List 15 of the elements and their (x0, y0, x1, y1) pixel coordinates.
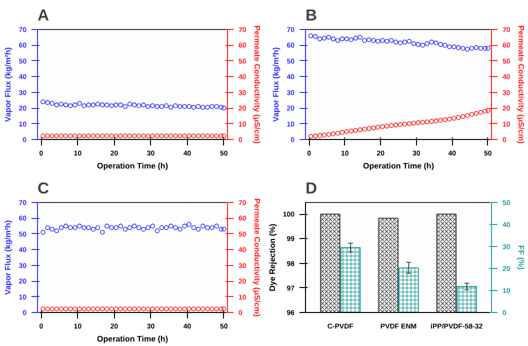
y2-axis-title: Permeate Conductivity (μS/cm) (252, 25, 262, 144)
y2-axis-title: Permeate Conductivity (μS/cm) (516, 25, 526, 144)
x-axis-title: Operation Time (h) (97, 334, 168, 344)
chart-title: C (38, 180, 50, 198)
x-axis-title: Operation Time (h) (363, 162, 434, 170)
y-axis-title: Vapor Flux (kg/m²h) (272, 46, 281, 122)
y-axis-title: Vapor Flux (kg/m²h) (4, 46, 13, 122)
x-axis-title: Operation Time (h) (97, 162, 168, 170)
chart-title: A (38, 8, 50, 24)
y-axis-title: Dye Rejection (%) (268, 223, 277, 292)
y-axis-title: Vapor Flux (kg/m²h) (4, 220, 13, 295)
y2-axis-title: FF (%) (516, 245, 526, 270)
chart-title: B (306, 8, 318, 24)
chart-title: D (306, 180, 318, 198)
y2-axis-title: Permeate Conductivity (μS/cm) (252, 198, 262, 317)
